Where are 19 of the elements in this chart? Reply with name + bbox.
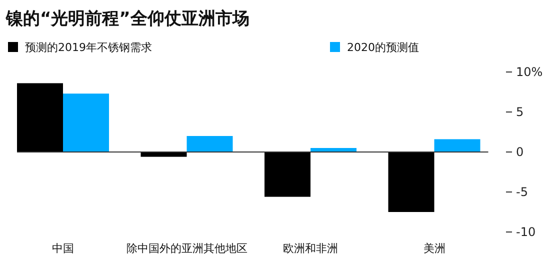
chart-title: 镍的“光明前程”全仰仗亚洲市场 bbox=[5, 9, 250, 29]
x-tick-label: 除中国外的亚洲其他地区 bbox=[126, 242, 248, 255]
y-tick-label: 5 bbox=[516, 105, 524, 119]
bar bbox=[434, 139, 480, 152]
legend-label: 2020的预测值 bbox=[347, 41, 419, 54]
y-tick-label: -5 bbox=[516, 185, 528, 199]
bar bbox=[17, 83, 63, 152]
bar bbox=[63, 94, 109, 152]
x-tick-label: 美洲 bbox=[423, 242, 446, 255]
y-tick-label: 0 bbox=[516, 145, 524, 159]
x-tick-label: 欧洲和非洲 bbox=[283, 242, 338, 255]
y-tick-label: 10% bbox=[516, 65, 543, 79]
legend-label: 预测的2019年不锈钢需求 bbox=[25, 41, 152, 54]
bar bbox=[264, 152, 310, 197]
y-tick-label: -10 bbox=[516, 225, 536, 239]
bar bbox=[388, 152, 434, 212]
x-tick-label: 中国 bbox=[52, 242, 74, 255]
bar bbox=[140, 152, 187, 157]
bar bbox=[186, 136, 233, 152]
